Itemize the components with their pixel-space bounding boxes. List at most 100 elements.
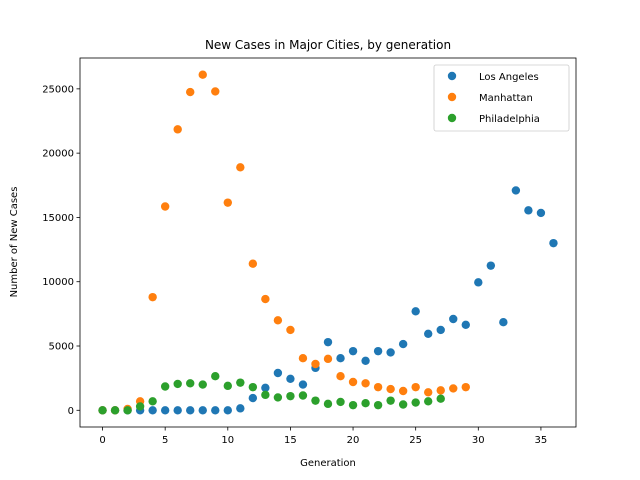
legend-box [433, 64, 570, 132]
series-1 [98, 70, 470, 415]
data-point [148, 406, 157, 415]
y-tick-label: 25000 [42, 84, 74, 95]
x-axis-label: Generation [300, 458, 356, 469]
data-point [311, 396, 320, 405]
data-point [186, 379, 195, 388]
data-point [373, 400, 383, 410]
data-point [499, 318, 508, 327]
data-point [386, 384, 395, 394]
data-point [186, 406, 195, 415]
data-point [273, 316, 283, 325]
data-point [248, 393, 258, 403]
y-axis-label: Number of New Cases [9, 187, 20, 298]
data-point [436, 386, 445, 395]
y-tick-label: 15000 [42, 213, 74, 224]
data-point [386, 348, 395, 357]
data-point [98, 406, 107, 415]
series-2 [98, 372, 445, 415]
x-tick-label: 35 [535, 435, 548, 446]
data-point [336, 372, 345, 381]
data-point [298, 354, 308, 363]
data-point [173, 125, 182, 134]
data-point [361, 399, 370, 408]
data-point [173, 406, 182, 415]
data-point [411, 398, 420, 407]
data-point [261, 390, 270, 400]
x-axis: 0 5 10 15 20 25 30 35 [99, 427, 547, 446]
data-point [336, 397, 345, 407]
chart-title: New Cases in Major Cities, by generation [205, 38, 451, 52]
data-point [160, 202, 170, 211]
data-point [511, 186, 521, 195]
data-point [211, 406, 220, 415]
data-point [336, 354, 345, 363]
data-points [98, 70, 558, 415]
data-point [524, 206, 533, 215]
data-point [436, 325, 445, 335]
x-tick-label: 20 [347, 435, 360, 446]
legend-marker [447, 71, 457, 81]
data-point [236, 404, 245, 413]
data-point [248, 382, 258, 392]
data-point [348, 377, 358, 387]
legend-label: Los Angeles [479, 72, 539, 83]
data-point [286, 391, 295, 401]
y-axis: 0 5000 10000 15000 20000 25000 [42, 84, 80, 417]
data-point [386, 396, 395, 405]
data-point [436, 394, 445, 403]
x-tick-label: 10 [221, 435, 234, 446]
data-point [273, 393, 283, 402]
data-point [198, 380, 207, 389]
data-point [236, 378, 245, 387]
data-point [461, 320, 470, 329]
y-tick-label: 10000 [42, 277, 74, 288]
data-point [286, 374, 295, 383]
data-point [261, 294, 270, 304]
data-point [398, 339, 408, 349]
data-point [486, 261, 496, 270]
data-point [361, 356, 370, 365]
data-point [148, 292, 157, 302]
data-point [311, 359, 320, 369]
y-tick-label: 0 [68, 406, 74, 417]
data-point [223, 198, 232, 207]
data-point [424, 397, 433, 406]
data-point [323, 354, 333, 364]
x-tick-label: 25 [409, 435, 422, 446]
data-point [223, 406, 232, 415]
data-point [461, 382, 470, 392]
data-point [398, 400, 408, 409]
legend-marker [447, 113, 457, 123]
data-point [323, 399, 333, 409]
data-point [198, 70, 207, 79]
data-point [398, 386, 408, 396]
data-point [348, 400, 358, 410]
legend: Los Angeles Manhattan Philadelphia [433, 64, 570, 132]
y-tick-label: 5000 [49, 342, 74, 353]
data-point [173, 379, 182, 389]
legend-marker [447, 92, 457, 102]
data-point [449, 314, 458, 324]
data-point [160, 382, 170, 391]
data-point [411, 382, 420, 392]
data-point [424, 388, 433, 397]
data-point [110, 406, 120, 415]
legend-label: Manhattan [479, 93, 533, 104]
x-tick-label: 0 [99, 435, 105, 446]
data-point [148, 397, 157, 406]
data-point [186, 87, 195, 97]
data-point [449, 384, 458, 393]
x-tick-label: 30 [472, 435, 485, 446]
data-point [474, 278, 483, 287]
data-point [348, 346, 358, 356]
y-tick-label: 20000 [42, 149, 74, 160]
data-point [361, 379, 370, 388]
data-point [211, 87, 220, 96]
data-point [411, 307, 420, 316]
data-point [323, 337, 333, 347]
x-tick-label: 15 [284, 435, 297, 446]
data-point [373, 382, 383, 392]
data-point [236, 163, 245, 172]
data-point [198, 406, 207, 415]
